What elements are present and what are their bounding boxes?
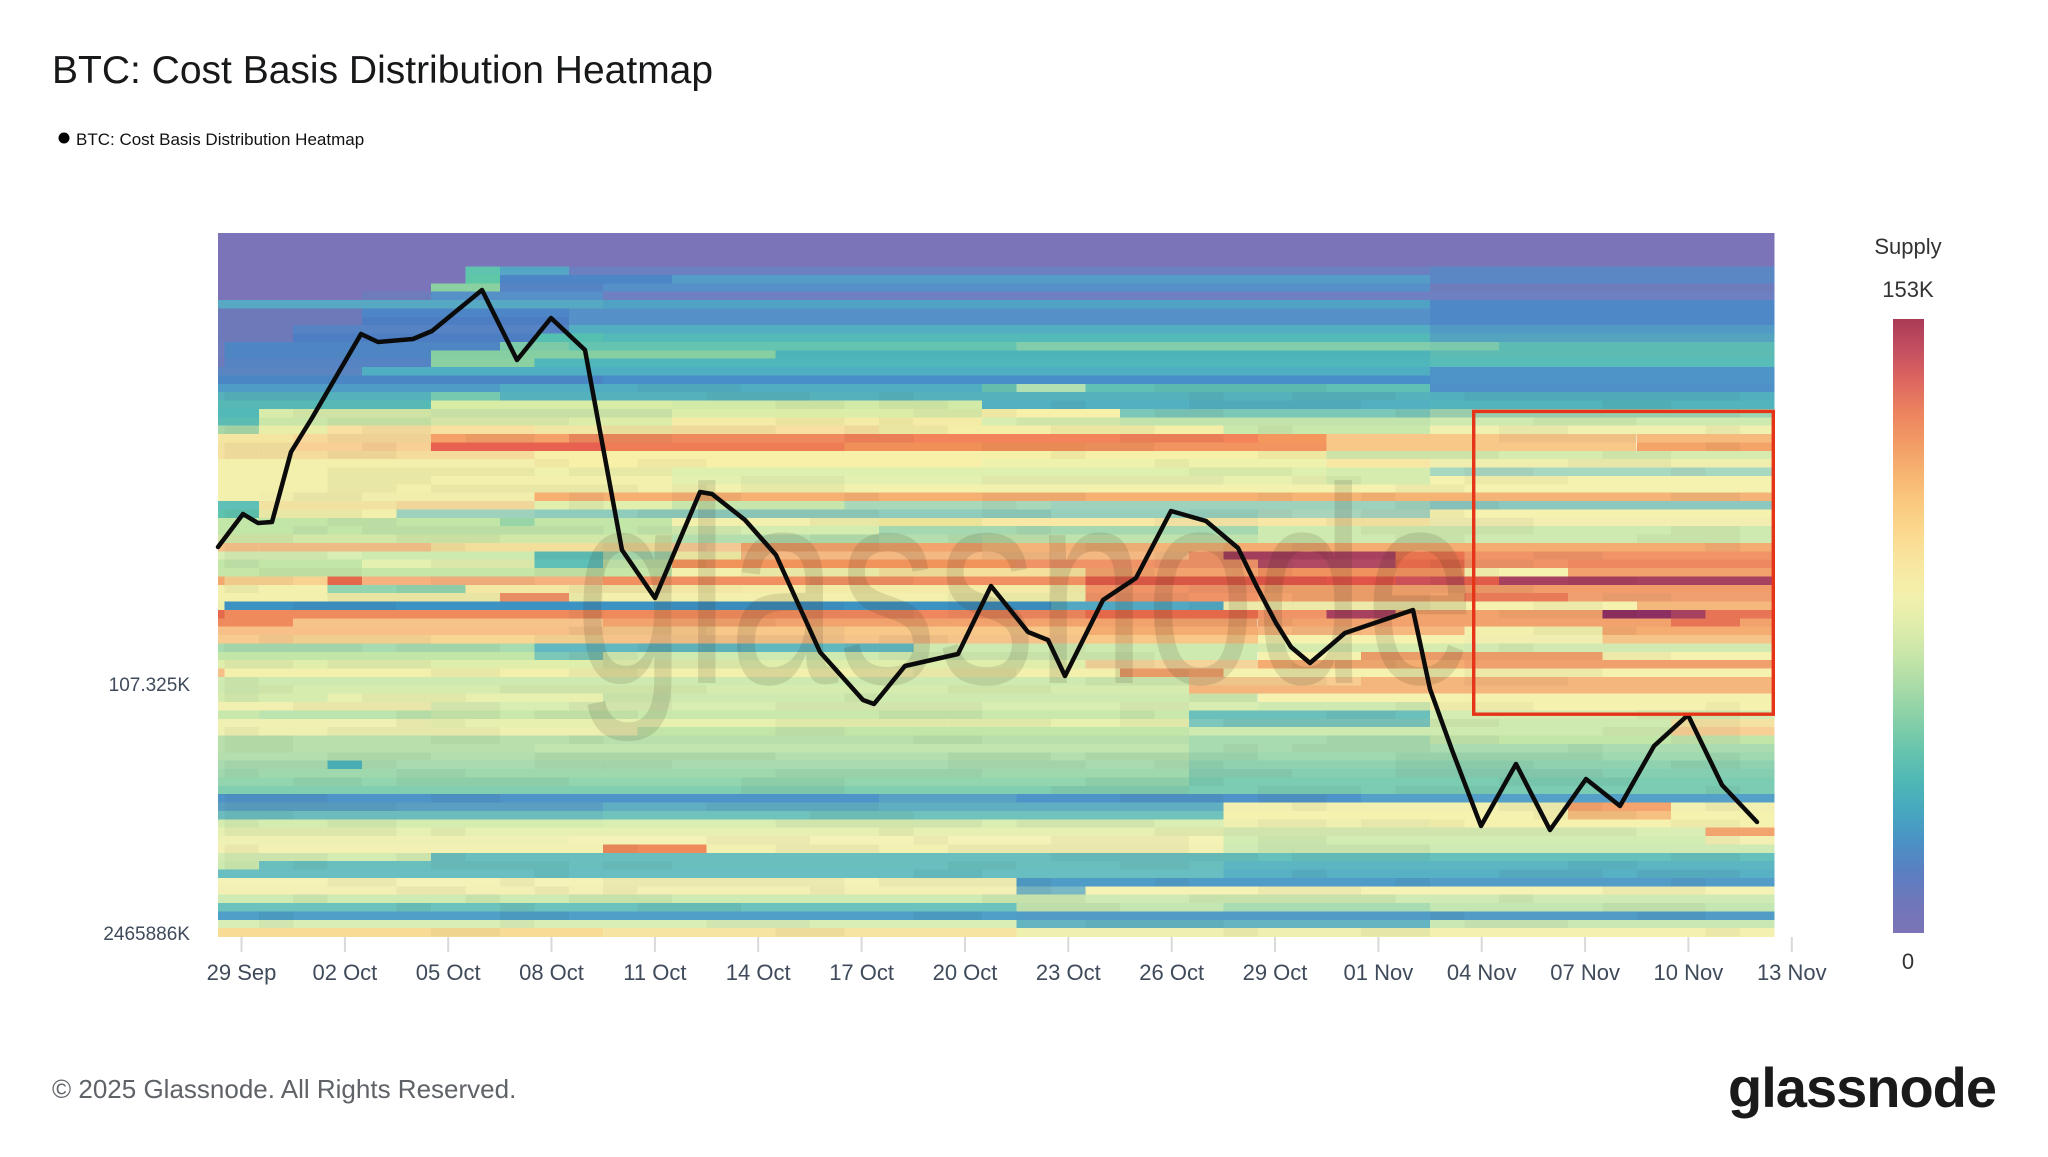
svg-text:20 Oct: 20 Oct: [933, 960, 998, 985]
svg-text:29 Oct: 29 Oct: [1243, 960, 1308, 985]
svg-text:glassnode: glassnode: [575, 431, 1475, 744]
svg-text:BTC: Cost Basis Distribution H: BTC: Cost Basis Distribution Heatmap: [52, 49, 713, 92]
svg-text:01 Nov: 01 Nov: [1344, 960, 1414, 985]
svg-text:2465886K: 2465886K: [103, 924, 190, 945]
svg-text:107.325K: 107.325K: [109, 675, 191, 696]
svg-text:10 Nov: 10 Nov: [1654, 960, 1724, 985]
svg-text:13 Nov: 13 Nov: [1757, 960, 1827, 985]
svg-text:0: 0: [1902, 949, 1914, 974]
svg-text:04 Nov: 04 Nov: [1447, 960, 1517, 985]
svg-text:02 Oct: 02 Oct: [312, 960, 377, 985]
svg-text:© 2025 Glassnode. All Rights R: © 2025 Glassnode. All Rights Reserved.: [52, 1074, 516, 1104]
svg-text:glassnode: glassnode: [1728, 1056, 1996, 1119]
svg-text:BTC: Cost Basis Distribution H: BTC: Cost Basis Distribution Heatmap: [76, 130, 364, 149]
svg-text:14 Oct: 14 Oct: [726, 960, 791, 985]
svg-text:08 Oct: 08 Oct: [519, 960, 584, 985]
svg-text:23 Oct: 23 Oct: [1036, 960, 1101, 985]
svg-text:Supply: Supply: [1874, 234, 1941, 259]
svg-text:17 Oct: 17 Oct: [829, 960, 894, 985]
svg-text:11 Oct: 11 Oct: [623, 960, 686, 985]
svg-text:05 Oct: 05 Oct: [416, 960, 481, 985]
svg-text:26 Oct: 26 Oct: [1139, 960, 1204, 985]
svg-text:07 Nov: 07 Nov: [1550, 960, 1620, 985]
svg-text:29 Sep: 29 Sep: [207, 960, 277, 985]
svg-text:153K: 153K: [1882, 277, 1934, 302]
